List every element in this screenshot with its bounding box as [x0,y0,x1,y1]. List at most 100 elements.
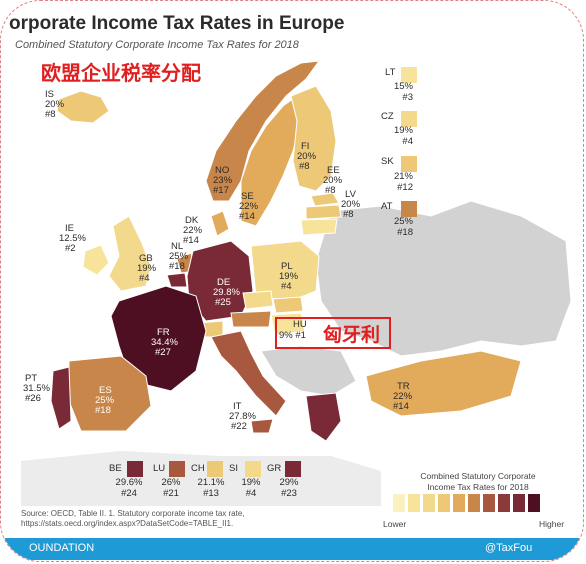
label-no-rate: 23% [213,175,233,186]
label-pt-code: PT [25,373,37,384]
side-key-lt: LT [385,67,395,78]
label-tr-rank: #14 [393,401,409,412]
bottom-key-gr-swatch [285,461,301,477]
country-ie [82,244,110,276]
country-no [205,60,321,202]
bottom-key-si-values: 19% #4 [233,477,269,499]
bottom-key-ch-swatch [207,461,223,477]
bottom-key-gr: GR [267,463,281,474]
label-pl-rank: #4 [281,281,292,292]
label-dk-code: DK [185,215,199,226]
label-it-code: IT [233,401,242,412]
label-ie-rank: #2 [65,243,76,254]
side-key-sk-swatch [401,156,417,172]
country-gr [305,392,342,442]
label-hu: HU 9% #1 [279,319,307,341]
legend-step [513,494,525,512]
bottom-key-lu-code: LU [153,463,166,474]
legend-step [408,494,420,512]
country-tr [365,350,522,417]
label-fi-code: FI [301,141,309,152]
country-it-sicily [250,418,274,434]
chart-subtitle: Combined Statutory Corporate Income Tax … [15,39,299,51]
label-ie-code: IE [65,223,74,234]
side-key-at-rate: 25% [393,216,413,227]
label-no-rank: #17 [213,185,229,196]
label-is-code: IS [45,89,54,100]
label-gb-code: GB [139,253,153,264]
footer-handle: @TaxFou [485,542,533,554]
label-nl-rank: #18 [169,261,185,272]
label-es-code: ES [99,385,112,396]
bottom-key-be-code: BE [109,463,122,474]
country-ee [310,192,340,207]
country-be [166,272,188,288]
bottom-key-be: BE [109,463,122,474]
side-key-lt-rate: 15% [393,81,413,92]
side-key-sk: SK [381,156,394,167]
label-gb-rank: #4 [139,273,150,284]
label-lv-code: LV [345,189,357,200]
bottom-key-lu-values: 26% #21 [153,477,189,499]
side-key-cz-values: 19% #4 [389,125,413,147]
side-key-sk-values: 21% #12 [389,171,413,193]
bottom-key-lu-swatch [169,461,185,477]
source-line1: Source: OECD, Table II. 1. Statutory cor… [21,509,245,518]
bottom-key-gr-values: 29% #23 [271,477,307,499]
legend-title-line1: Combined Statutory Corporate [420,471,536,481]
bottom-key-si-swatch [245,461,261,477]
footer-brand: OUNDATION [29,542,95,554]
bottom-key-be-swatch [127,461,143,477]
label-se-rank: #14 [239,211,255,222]
source-note: Source: OECD, Table II. 1. Statutory cor… [21,509,351,529]
bottom-key-be-values: 29.6% #24 [111,477,147,499]
label-fi-rank: #8 [299,161,310,172]
country-es [68,355,152,432]
label-fi-rate: 20% [297,151,317,162]
label-nl-code: NL [171,241,183,252]
label-dk-rank: #14 [183,235,199,246]
legend-high-label: Higher [539,519,565,529]
label-it-rank: #22 [231,421,247,432]
legend-step [498,494,510,512]
country-dk [210,210,230,237]
bottom-key-si-code: SI [229,463,238,474]
label-tr-rate: 22% [393,391,413,402]
bottom-key-ch: CH [191,463,205,474]
bottom-key-lu-rank: #21 [163,488,179,499]
label-hu-rank: #1 [295,330,306,341]
side-key-at-rank: #18 [397,227,413,238]
source-line2: https://stats.oecd.org/index.aspx?DataSe… [21,519,234,528]
bottom-key-si: SI [229,463,238,474]
annotation-cn-title: 欧盟企业税率分配 [41,61,201,85]
legend-title-line2: Income Tax Rates for 2018 [427,482,529,492]
label-es-rate: 25% [95,395,115,406]
bottom-key-gr-rate: 29% [279,477,299,488]
legend-step [528,494,540,512]
bottom-key-gr-code: GR [267,463,282,474]
side-key-cz-swatch [401,111,417,127]
label-it-rate: 27.8% [229,411,256,422]
label-hu-code: HU [293,319,307,330]
label-se-rate: 22% [239,201,259,212]
label-de-rate: 29.8% [213,287,240,298]
label-nl-rate: 25% [169,251,189,262]
country-pt [50,366,72,430]
label-se-code: SE [241,191,254,202]
label-is-rate: 20% [45,99,65,110]
country-lv [305,204,342,220]
label-pt-rate: 31.5% [23,383,50,394]
side-key-sk-code: SK [381,156,394,167]
side-key-at-values: 25% #18 [389,216,413,238]
annotation-hu-cn: 匈牙利 [323,324,381,346]
legend-step [468,494,480,512]
side-key-sk-rate: 21% [393,171,413,182]
bottom-key-be-rank: #24 [121,488,137,499]
legend-step [393,494,405,512]
label-hu-rate-rank: 9% #1 [279,330,307,341]
country-fr [110,285,207,392]
legend-step [438,494,450,512]
label-hu-rate: 9% [279,330,293,341]
bottom-key-si-rate: 19% [241,477,261,488]
label-ee-rate: 20% [323,175,343,186]
